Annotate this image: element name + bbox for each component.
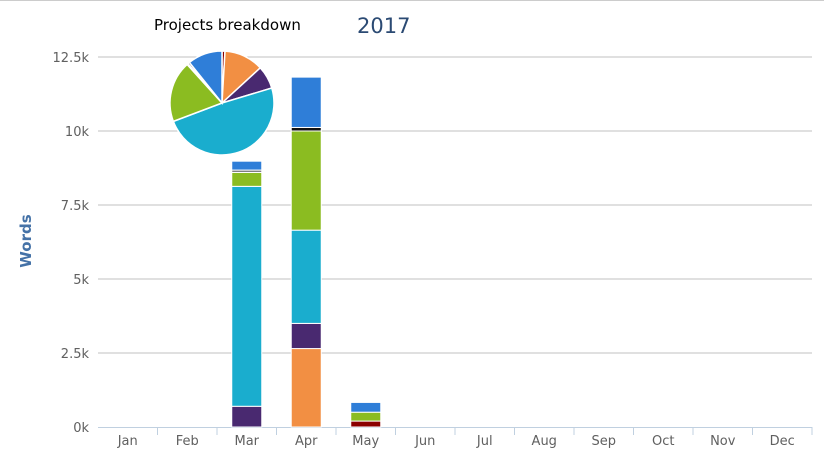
bar-segment bbox=[290, 322, 322, 350]
bar-segment bbox=[290, 348, 322, 428]
pie-title: Projects breakdown bbox=[154, 16, 301, 34]
y-tick-label: 0k bbox=[73, 421, 89, 436]
x-tick-label: Jan bbox=[117, 434, 138, 449]
bar-segment bbox=[290, 126, 322, 132]
bar-segment bbox=[231, 160, 263, 171]
top-border bbox=[0, 0, 824, 1]
y-tick-label: 2.5k bbox=[61, 347, 90, 362]
x-tick-label: Mar bbox=[234, 434, 259, 449]
bar-segment bbox=[231, 405, 263, 428]
bar-segment bbox=[350, 420, 382, 428]
pie-slice bbox=[172, 87, 275, 156]
bar-segment bbox=[290, 229, 322, 324]
x-tick-label: Jul bbox=[476, 434, 493, 449]
pie-slice bbox=[169, 63, 224, 123]
bar-segment bbox=[231, 171, 263, 187]
y-tick-label: 5k bbox=[73, 273, 89, 288]
bar-segment bbox=[290, 130, 322, 231]
x-tick-label: Oct bbox=[652, 434, 674, 449]
x-tick-label: Feb bbox=[176, 434, 199, 449]
x-tick-label: Dec bbox=[770, 434, 795, 449]
y-tick-label: 7.5k bbox=[61, 199, 90, 214]
x-tick-label: Aug bbox=[532, 434, 557, 449]
x-tick-label: May bbox=[352, 434, 379, 449]
y-tick-label: 12.5k bbox=[53, 51, 90, 66]
y-tick-label: 10k bbox=[65, 125, 90, 140]
bar-segment bbox=[290, 76, 322, 128]
bar-segment bbox=[231, 185, 263, 407]
x-tick-label: Nov bbox=[710, 434, 736, 449]
x-tick-label: Sep bbox=[591, 434, 616, 449]
bar-segment bbox=[350, 411, 382, 422]
pie-slice bbox=[188, 50, 223, 106]
x-tick-label: Apr bbox=[295, 434, 318, 449]
y-axis-title: Words bbox=[17, 214, 35, 268]
bar-segment bbox=[350, 401, 382, 413]
year-label: 2017 bbox=[357, 14, 411, 38]
x-tick-label: Jun bbox=[414, 434, 435, 449]
